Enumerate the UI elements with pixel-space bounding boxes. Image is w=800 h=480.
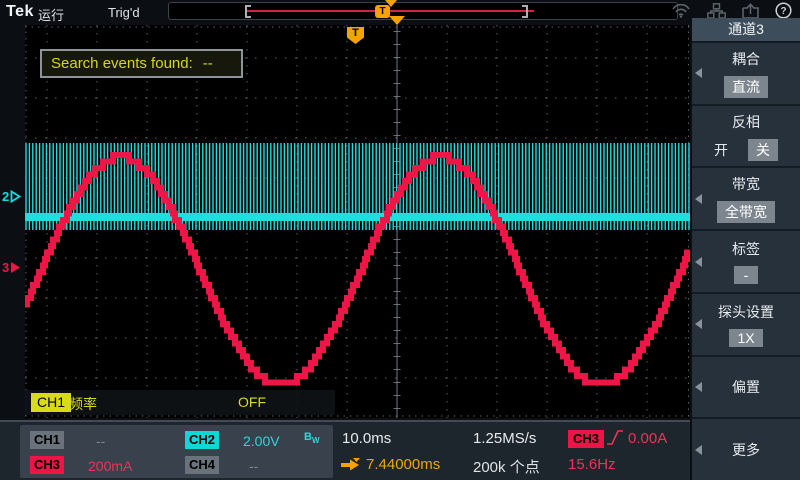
menu-item-invert[interactable]: 反相 开 关 <box>692 103 800 167</box>
invert-on-option[interactable]: 开 <box>714 141 728 158</box>
chevron-left-icon <box>695 319 702 330</box>
coupling-value-button[interactable]: 直流 <box>724 75 768 98</box>
label-value-button[interactable]: - <box>734 266 758 285</box>
menu-item-label[interactable]: 标签 - <box>692 229 800 292</box>
record-length-readout: 200k 个点 <box>473 459 540 476</box>
expansion-point-icon <box>385 0 397 7</box>
menu-item-probe-setup[interactable]: 探头设置 1X <box>692 291 800 355</box>
ch1-badge[interactable]: CH1 <box>30 431 64 449</box>
chevron-left-icon <box>695 193 702 204</box>
search-events-label: Search events found: <box>51 55 193 72</box>
invert-off-option[interactable]: 关 <box>748 138 778 161</box>
zoom-window-right-bracket[interactable] <box>522 5 528 18</box>
horizontal-position-icon <box>340 456 362 477</box>
trigger-status: Trig'd <box>108 5 140 20</box>
measurement-type-label: 频率 <box>69 396 97 412</box>
acquisition-status: 运行 <box>38 8 65 23</box>
ch4-scale-value: -- <box>249 458 259 474</box>
waveform-canvas <box>24 25 690 418</box>
waveform-display <box>24 25 690 418</box>
trigger-level-readout: 0.00A <box>628 430 668 447</box>
measurement-channel-badge: CH1 <box>31 393 72 412</box>
ch3-scale-value: 200mA <box>88 458 133 474</box>
tek-logo: Tek <box>6 3 34 20</box>
ch2-marker-triangle-icon <box>10 190 22 203</box>
record-view-bar[interactable]: T <box>168 2 678 20</box>
ch1-scale-value: -- <box>96 433 106 449</box>
ch3-badge[interactable]: CH3 <box>30 456 64 474</box>
menu-item-bandwidth[interactable]: 带宽 全带宽 <box>692 166 800 230</box>
sample-rate-readout: 1.25MS/s <box>473 430 537 447</box>
ch2-bandwidth-limit-icon: BW <box>304 431 320 446</box>
trigger-flag-icon: T <box>347 27 364 44</box>
side-menu-channel3: 通道3 耦合 直流 反相 开 关 带宽 全带宽 标签 - 探头设置 1X <box>690 18 800 480</box>
ch2-badge[interactable]: CH2 <box>185 431 219 449</box>
menu-item-more[interactable]: 更多 <box>692 417 800 480</box>
ch3-position-marker[interactable]: 3 <box>2 260 21 275</box>
trigger-frequency-readout: 15.6Hz <box>568 456 616 473</box>
bottom-status-bar: CH1 -- CH2 2.00V BW CH3 200mA CH4 -- 10.… <box>0 420 690 480</box>
ch3-marker-triangle-icon <box>11 262 21 273</box>
ch2-position-marker[interactable]: 2 <box>2 189 22 204</box>
side-menu-title: 通道3 <box>692 18 800 41</box>
overview-trigger-marker[interactable]: T <box>375 5 390 18</box>
chevron-left-icon <box>695 256 702 267</box>
menu-item-offset[interactable]: 偏置 <box>692 354 800 418</box>
probe-value-button[interactable]: 1X <box>729 328 763 347</box>
horizontal-position-readout: 7.44000ms <box>366 456 441 473</box>
menu-item-coupling[interactable]: 耦合 直流 <box>692 41 800 104</box>
ch4-badge[interactable]: CH4 <box>185 456 219 474</box>
chevron-left-icon <box>695 381 702 392</box>
ch2-scale-value: 2.00V <box>243 433 280 449</box>
help-icon[interactable]: ? <box>775 2 792 24</box>
chevron-left-icon <box>695 444 702 455</box>
search-events-count: -- <box>202 55 213 72</box>
bandwidth-value-button[interactable]: 全带宽 <box>717 201 775 224</box>
wifi-icon[interactable] <box>671 3 691 23</box>
horizontal-scale-readout: 10.0ms <box>342 430 392 447</box>
trigger-source-badge[interactable]: CH3 <box>568 430 604 448</box>
network-icon[interactable] <box>707 2 726 24</box>
measurement-value: OFF <box>238 394 266 410</box>
zoom-window-left-bracket[interactable] <box>245 5 251 18</box>
chevron-left-icon <box>695 68 702 79</box>
channel-readouts-box: CH1 -- CH2 2.00V BW CH3 200mA CH4 -- <box>20 425 333 478</box>
file-save-icon[interactable] <box>742 2 759 24</box>
search-events-banner: Search events found: -- <box>40 49 243 78</box>
trigger-position-marker[interactable] <box>389 16 405 25</box>
measurement-readout-bar: CH1 频率 OFF <box>25 390 335 415</box>
svg-text:?: ? <box>780 6 786 17</box>
trigger-slope-rising-icon <box>606 428 624 453</box>
